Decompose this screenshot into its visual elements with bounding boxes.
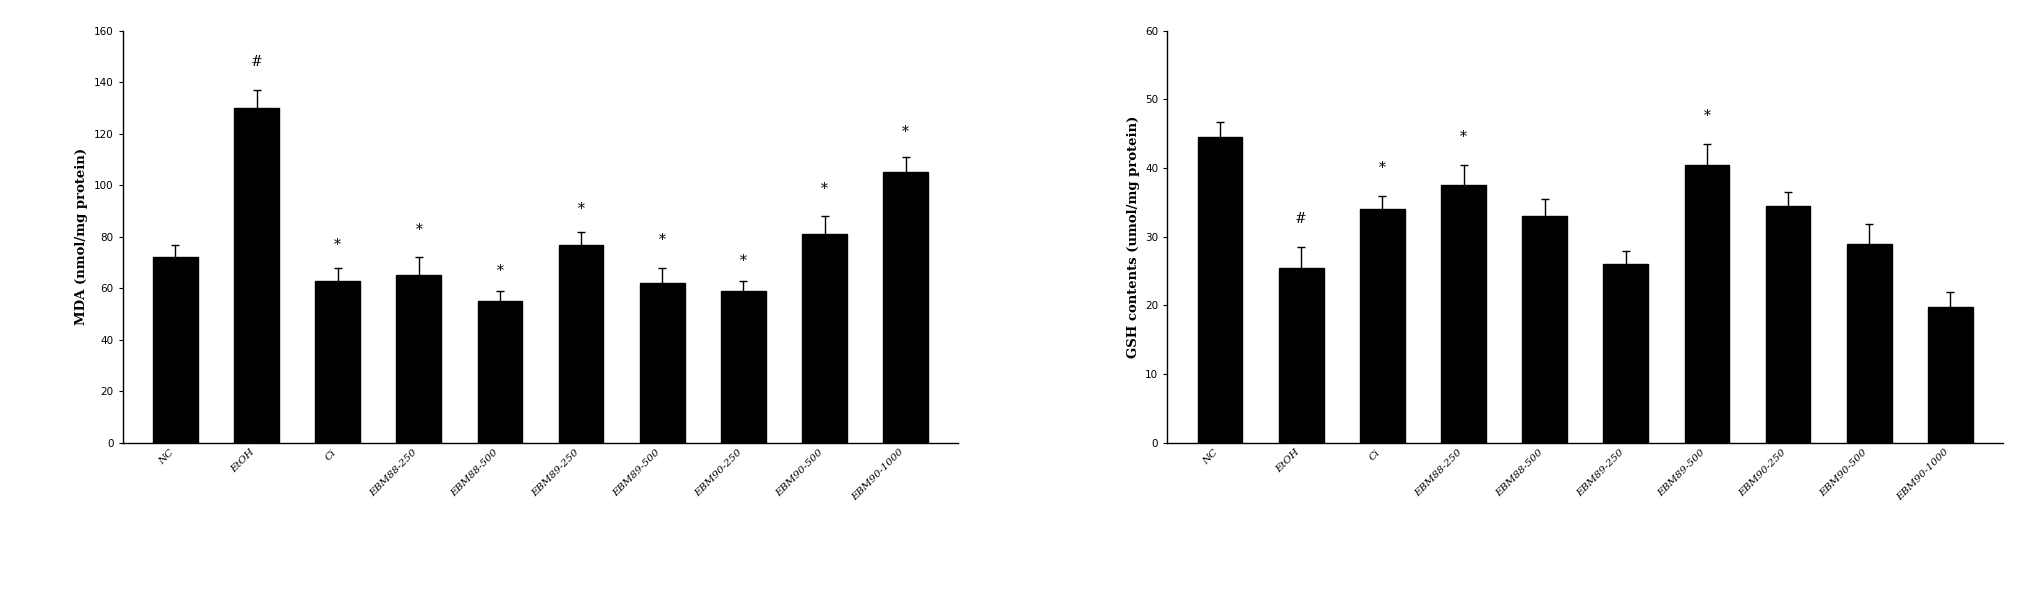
Text: *: * xyxy=(1703,109,1711,124)
Text: *: * xyxy=(1459,130,1468,144)
Bar xyxy=(558,245,603,443)
Text: *: * xyxy=(335,238,341,252)
Bar xyxy=(1848,244,1891,443)
Bar xyxy=(1927,307,1972,443)
Bar xyxy=(883,172,928,443)
Bar xyxy=(1198,137,1243,443)
Text: *: * xyxy=(497,264,503,278)
Bar xyxy=(153,257,198,443)
Bar xyxy=(1766,206,1811,443)
Bar xyxy=(640,283,685,443)
Bar xyxy=(1441,185,1486,443)
Text: #: # xyxy=(1296,212,1306,226)
Text: *: * xyxy=(901,125,910,139)
Text: *: * xyxy=(658,233,666,247)
Bar xyxy=(315,280,360,443)
Y-axis label: MDA (nmol/mg protein): MDA (nmol/mg protein) xyxy=(76,148,88,325)
Bar xyxy=(1523,216,1568,443)
Bar xyxy=(1602,264,1647,443)
Text: #: # xyxy=(251,55,262,69)
Bar xyxy=(1684,165,1729,443)
Text: *: * xyxy=(740,253,746,268)
Y-axis label: GSH contents (umol/mg protein): GSH contents (umol/mg protein) xyxy=(1126,116,1141,358)
Bar xyxy=(801,234,846,443)
Text: *: * xyxy=(415,223,423,237)
Bar xyxy=(397,276,442,443)
Text: *: * xyxy=(1380,161,1386,175)
Bar xyxy=(1359,209,1404,443)
Bar xyxy=(235,108,278,443)
Text: *: * xyxy=(578,202,585,216)
Text: *: * xyxy=(822,181,828,196)
Bar xyxy=(1280,268,1325,443)
Bar xyxy=(722,291,766,443)
Bar xyxy=(478,301,523,443)
